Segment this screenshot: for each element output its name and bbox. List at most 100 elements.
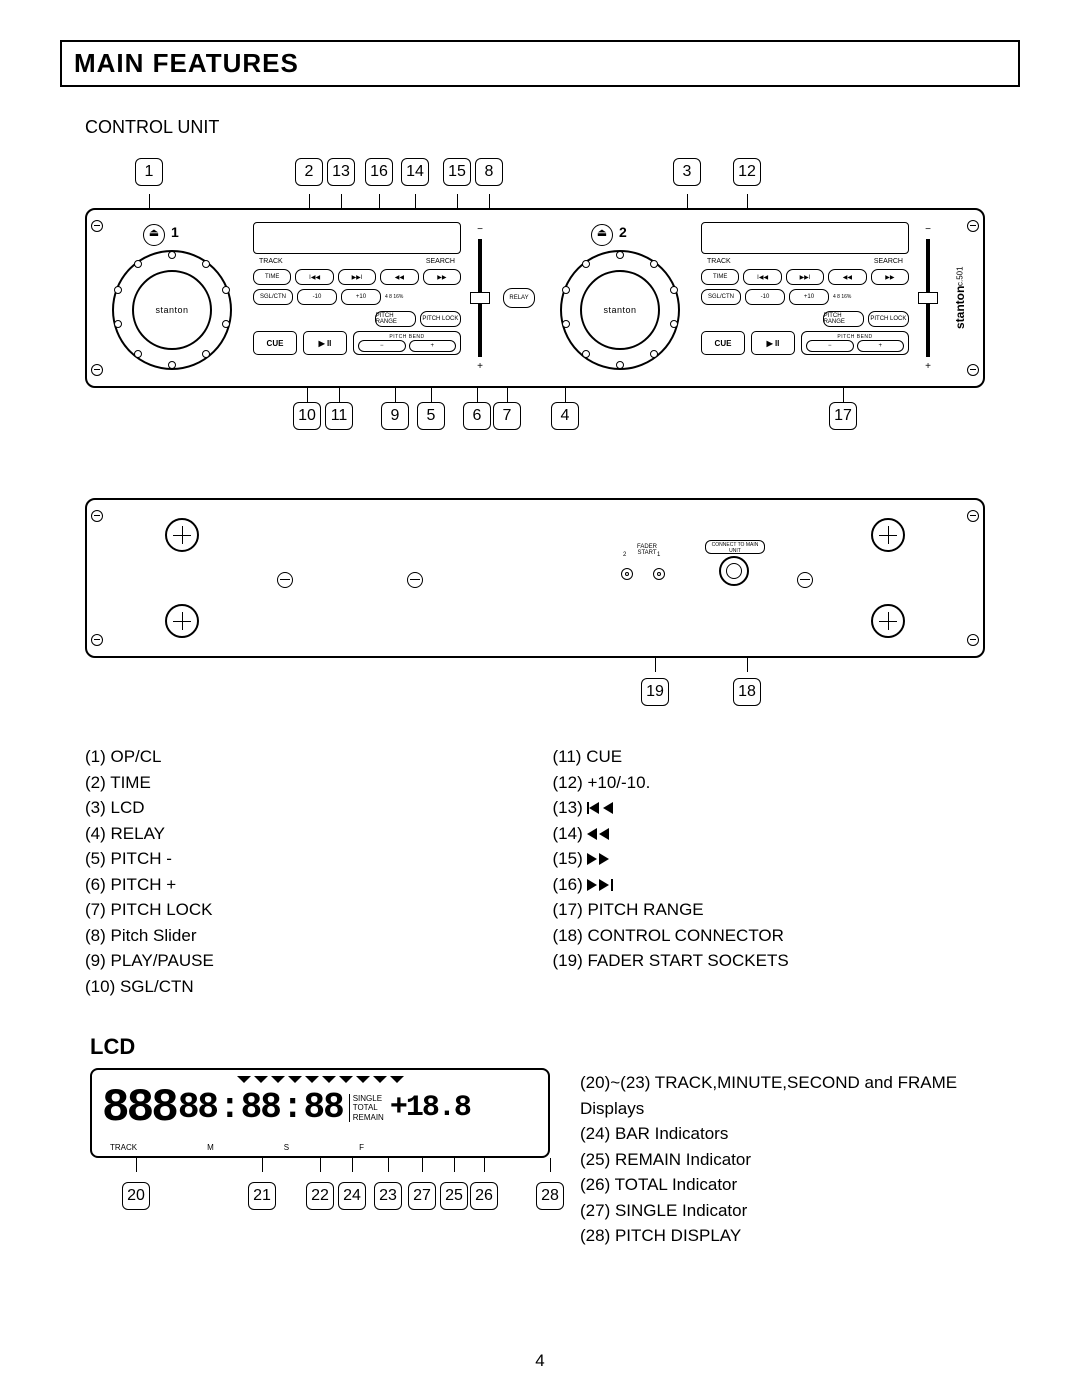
jog-brand: stanton <box>132 270 212 350</box>
deck-1: 1 stanton <box>97 218 493 378</box>
fader-label: FADER START <box>627 544 667 556</box>
jack-icon <box>621 568 633 580</box>
mount-screw-icon <box>871 604 905 638</box>
deck-number: 2 <box>619 224 627 240</box>
lcd-legend: (20)~(23) TRACK,MINUTE,SECOND and FRAME … <box>580 1068 1020 1249</box>
page-number: 4 <box>0 1351 1080 1371</box>
callout-3: 3 <box>673 158 701 186</box>
legend: (1) OP/CL(2) TIME(3) LCD(4) RELAY(5) PIT… <box>85 744 1020 999</box>
pitch-lock-button: PITCH LOCK <box>420 311 461 327</box>
title-box: MAIN FEATURES <box>60 40 1020 87</box>
callout-18: 18 <box>733 678 761 706</box>
pitch-digits: +18.8 <box>390 1093 470 1123</box>
callout-12: 12 <box>733 158 761 186</box>
pitch-range-button: PITCH RANGE <box>375 311 416 327</box>
page-title: MAIN FEATURES <box>74 48 1006 79</box>
legend-item: (18) CONTROL CONNECTOR <box>553 923 1021 949</box>
lcd-box: 888 88 : 88 : 88 SINGLE TOTAL REMAIN +18… <box>90 1068 550 1158</box>
screw-icon <box>91 510 103 522</box>
legend-item: (19) FADER START SOCKETS <box>553 948 1021 974</box>
relay-button: RELAY <box>503 288 535 308</box>
callout-17: 17 <box>829 402 857 430</box>
plus10-button: +10 <box>341 289 381 305</box>
jog-wheel: stanton <box>112 250 232 370</box>
pitch-minus: − <box>358 340 406 352</box>
lcd-legend-item: (25) REMAIN Indicator <box>580 1147 1020 1173</box>
deck-number: 1 <box>171 224 179 240</box>
callout-9: 9 <box>381 402 409 430</box>
callout-21: 21 <box>248 1182 276 1210</box>
eject-button <box>143 224 165 246</box>
legend-item: (16) <box>553 872 1021 898</box>
lcd-figure: 888 88 : 88 : 88 SINGLE TOTAL REMAIN +18… <box>90 1068 550 1232</box>
play-button: ▶ II <box>303 331 347 355</box>
screw-icon <box>407 572 423 588</box>
callout-5: 5 <box>417 402 445 430</box>
control-unit-figure: 12131614158312 1 stanton <box>85 158 1020 438</box>
callout-14: 14 <box>401 158 429 186</box>
skip-back-button: I◀◀ <box>295 269 333 285</box>
jack-icon <box>653 568 665 580</box>
pct-label: 4 8 16% <box>385 289 461 305</box>
callout-24: 24 <box>338 1182 366 1210</box>
lcd-legend-item: (20)~(23) TRACK,MINUTE,SECOND and FRAME … <box>580 1070 1020 1121</box>
track-digits: 888 <box>102 1085 176 1131</box>
callout-4: 4 <box>551 402 579 430</box>
callout-26: 26 <box>470 1182 498 1210</box>
legend-item: (15) <box>553 846 1021 872</box>
pitch-slider: − + <box>467 218 493 378</box>
pitch-plus: + <box>409 340 457 352</box>
indicator-stack: SINGLE TOTAL REMAIN <box>349 1094 384 1123</box>
callout-11: 11 <box>325 402 353 430</box>
legend-item: (2) TIME <box>85 770 553 796</box>
sec-digits: 88 <box>241 1090 280 1126</box>
cue-button: CUE <box>253 331 297 355</box>
connector-icon <box>719 556 749 586</box>
pitch-slider: − + <box>915 218 941 378</box>
lcd-display <box>253 222 461 254</box>
legend-item: (11) CUE <box>553 744 1021 770</box>
legend-item: (9) PLAY/PAUSE <box>85 948 553 974</box>
callout-23: 23 <box>374 1182 402 1210</box>
connector-label: CONNECT TO MAIN UNIT <box>705 540 765 554</box>
ff-button: ▶▶ <box>423 269 461 285</box>
time-button: TIME <box>253 269 291 285</box>
brand-label: stanton c.501 <box>947 218 973 378</box>
callout-1: 1 <box>135 158 163 186</box>
mount-screw-icon <box>871 518 905 552</box>
lcd-legend-item: (28) PITCH DISPLAY <box>580 1223 1020 1249</box>
callout-8: 8 <box>475 158 503 186</box>
lcd-legend-item: (24) BAR Indicators <box>580 1121 1020 1147</box>
screw-icon <box>91 634 103 646</box>
track-label: TRACK <box>259 258 283 265</box>
minus10-button: -10 <box>297 289 337 305</box>
callout-6: 6 <box>463 402 491 430</box>
callout-22: 22 <box>306 1182 334 1210</box>
legend-item: (4) RELAY <box>85 821 553 847</box>
callout-15: 15 <box>443 158 471 186</box>
rear-panel-figure: 2 1 FADER START CONNECT TO MAIN UNIT 191… <box>85 498 1020 714</box>
callout-16: 16 <box>365 158 393 186</box>
jog-wheel: stanton <box>560 250 680 370</box>
rear-panel: 2 1 FADER START CONNECT TO MAIN UNIT <box>85 498 985 658</box>
min-digits: 88 <box>178 1090 217 1126</box>
legend-item: (1) OP/CL <box>85 744 553 770</box>
callout-2: 2 <box>295 158 323 186</box>
callout-10: 10 <box>293 402 321 430</box>
callout-20: 20 <box>122 1182 150 1210</box>
lcd-legend-item: (27) SINGLE Indicator <box>580 1198 1020 1224</box>
subtitle: CONTROL UNIT <box>85 117 1020 138</box>
callout-7: 7 <box>493 402 521 430</box>
legend-item: (6) PITCH + <box>85 872 553 898</box>
legend-item: (10) SGL/CTN <box>85 974 553 1000</box>
skip-fwd-button: ▶▶I <box>338 269 376 285</box>
eject-button <box>591 224 613 246</box>
mount-screw-icon <box>165 604 199 638</box>
screw-icon <box>967 510 979 522</box>
legend-item: (5) PITCH - <box>85 846 553 872</box>
deck-2: 2 stanton <box>545 218 941 378</box>
callout-13: 13 <box>327 158 355 186</box>
legend-item: (13) <box>553 795 1021 821</box>
lcd-display <box>701 222 909 254</box>
callout-27: 27 <box>408 1182 436 1210</box>
